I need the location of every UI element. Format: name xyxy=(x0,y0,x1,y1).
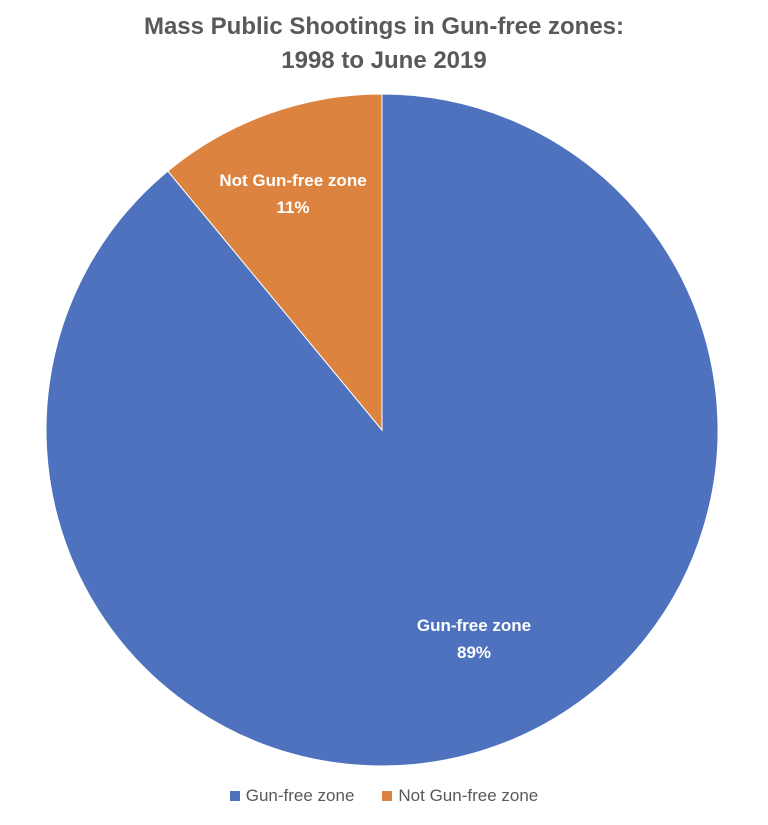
data-label-not-gun-free-zone: Not Gun-free zone 11% xyxy=(219,171,366,217)
chart-title-line2: 1998 to June 2019 xyxy=(281,47,487,74)
legend-label-gun-free: Gun-free zone xyxy=(245,786,355,805)
legend-label-not-gun-free: Not Gun-free zone xyxy=(398,786,539,805)
data-label-gun-free-zone: Gun-free zone 89% xyxy=(417,616,531,662)
legend-swatch-gun-free xyxy=(229,791,240,801)
legend-item-gun-free: Gun-free zone xyxy=(229,786,355,806)
legend: Gun-free zone Not Gun-free zone xyxy=(0,786,768,806)
pie-slice-not-gun-free-zone xyxy=(167,93,383,432)
chart-title: Mass Public Shootings in Gun-free zones:… xyxy=(0,10,768,78)
legend-swatch-not-gun-free xyxy=(382,791,393,801)
chart-title-line1: Mass Public Shootings in Gun-free zones: xyxy=(143,13,625,40)
legend-item-not-gun-free: Not Gun-free zone xyxy=(382,786,538,806)
